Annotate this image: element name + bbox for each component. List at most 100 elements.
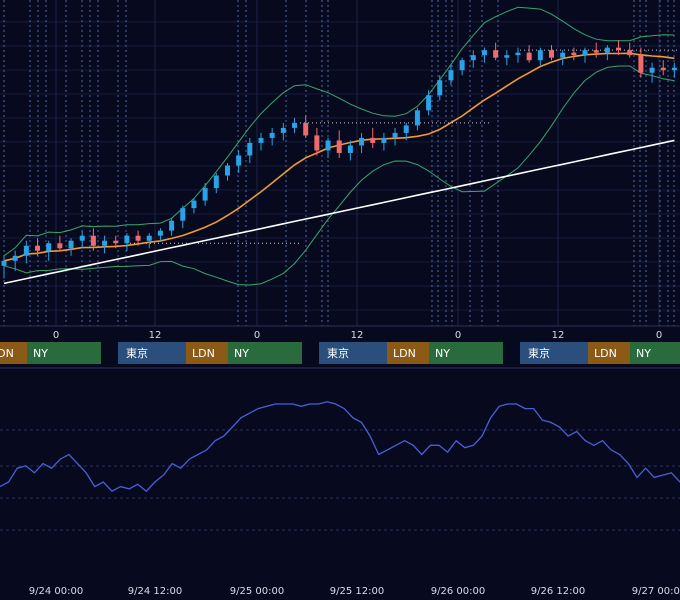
bollinger-upper bbox=[3, 6, 675, 257]
session-london bbox=[387, 342, 429, 364]
candle-body bbox=[180, 208, 186, 221]
hour-tick-label: 12 bbox=[552, 330, 565, 341]
session-bar: 東京 LDN NY bbox=[319, 342, 503, 364]
time-tick-label: 9/24 00:00 bbox=[29, 586, 83, 597]
candle-body bbox=[258, 137, 264, 143]
candle-body bbox=[381, 137, 387, 143]
candle-body bbox=[169, 220, 175, 231]
candle-body bbox=[537, 50, 543, 61]
hour-tick-label: 12 bbox=[351, 330, 364, 341]
candle-body bbox=[504, 55, 510, 58]
candle-body bbox=[157, 230, 163, 236]
time-tick-label: 9/24 12:00 bbox=[128, 586, 182, 597]
session-london-label: LDN bbox=[0, 347, 14, 360]
candle-body bbox=[470, 55, 476, 61]
session-newyork-label: NY bbox=[33, 347, 48, 360]
session-newyork-label: NY bbox=[435, 347, 450, 360]
session-london-label: LDN bbox=[192, 347, 215, 360]
session-bar: 東京 LDN NY bbox=[118, 342, 302, 364]
session-london bbox=[588, 342, 630, 364]
candle-body bbox=[23, 245, 29, 256]
candle-body bbox=[12, 255, 18, 261]
candle-body bbox=[392, 132, 398, 138]
candle-body bbox=[57, 243, 63, 249]
candle-body bbox=[280, 127, 286, 133]
session-tokyo bbox=[319, 342, 387, 364]
candle-body bbox=[459, 60, 465, 71]
session-newyork bbox=[228, 342, 302, 364]
candle-body bbox=[437, 80, 443, 96]
hour-tick-label: 12 bbox=[149, 330, 162, 341]
candle-body bbox=[35, 245, 41, 251]
long-moving-average bbox=[3, 139, 675, 285]
candle-body bbox=[560, 52, 566, 58]
candle-body bbox=[582, 50, 588, 56]
session-newyork-label: NY bbox=[636, 347, 651, 360]
candle-body bbox=[325, 140, 331, 151]
candle-body bbox=[90, 235, 96, 246]
candle-body bbox=[549, 50, 555, 58]
session-newyork bbox=[27, 342, 101, 364]
session-tokyo bbox=[118, 342, 186, 364]
candle-body bbox=[604, 47, 610, 53]
hour-tick-label: 0 bbox=[455, 330, 461, 341]
candle-body bbox=[269, 132, 275, 138]
candle-body bbox=[79, 235, 85, 241]
candle-body bbox=[135, 235, 141, 241]
hour-tick-label: 0 bbox=[53, 330, 59, 341]
candle-body bbox=[213, 175, 219, 189]
session-tokyo-label: 東京 bbox=[528, 346, 550, 360]
candle-body bbox=[202, 188, 208, 201]
candle-body bbox=[102, 240, 108, 246]
time-tick-label: 9/25 00:00 bbox=[230, 586, 284, 597]
candle-body bbox=[113, 240, 119, 244]
hour-tick-label: 0 bbox=[656, 330, 662, 341]
candle-body bbox=[593, 50, 599, 53]
candle-body bbox=[660, 67, 666, 71]
candle-body bbox=[671, 67, 677, 71]
candle-body bbox=[426, 95, 432, 111]
candle-body bbox=[649, 67, 655, 73]
oscillator-line bbox=[0, 401, 680, 493]
candle-body bbox=[191, 200, 197, 209]
candle-body bbox=[571, 52, 577, 56]
session-tokyo-label: 東京 bbox=[126, 346, 148, 360]
candle-body bbox=[68, 240, 74, 249]
session-newyork-label: NY bbox=[234, 347, 249, 360]
time-tick-label: 9/27 00:00 bbox=[632, 586, 680, 597]
candle-body bbox=[124, 235, 130, 244]
candle-body bbox=[224, 165, 230, 176]
session-bar: 東京 LDN NY bbox=[520, 342, 680, 364]
hour-tick-label: 0 bbox=[254, 330, 260, 341]
candle-body bbox=[515, 52, 521, 56]
candle-body bbox=[403, 125, 409, 133]
session-london bbox=[186, 342, 228, 364]
candle-body bbox=[292, 122, 298, 128]
candle-body bbox=[46, 243, 52, 251]
candle-body bbox=[314, 135, 320, 151]
session-tokyo-label: 東京 bbox=[327, 346, 349, 360]
candle-body bbox=[303, 122, 309, 136]
candle-body bbox=[347, 145, 353, 153]
candle-body bbox=[493, 50, 499, 58]
session-london-label: LDN bbox=[594, 347, 617, 360]
candle-body bbox=[526, 52, 532, 61]
candle-body bbox=[336, 140, 342, 153]
candle-body bbox=[616, 47, 622, 51]
time-tick-label: 9/26 12:00 bbox=[531, 586, 585, 597]
candle-body bbox=[627, 50, 633, 56]
candle-body bbox=[370, 137, 376, 143]
session-bar: LDN NY bbox=[0, 342, 101, 364]
candle-body bbox=[236, 155, 242, 166]
session-tokyo bbox=[520, 342, 588, 364]
candle-body bbox=[638, 55, 644, 73]
session-london-label: LDN bbox=[393, 347, 416, 360]
bollinger-lower bbox=[3, 65, 675, 286]
session-newyork bbox=[429, 342, 503, 364]
time-tick-label: 9/26 00:00 bbox=[431, 586, 485, 597]
time-tick-label: 9/25 12:00 bbox=[330, 586, 384, 597]
candle-body bbox=[481, 50, 487, 56]
hour-axis bbox=[0, 326, 680, 342]
